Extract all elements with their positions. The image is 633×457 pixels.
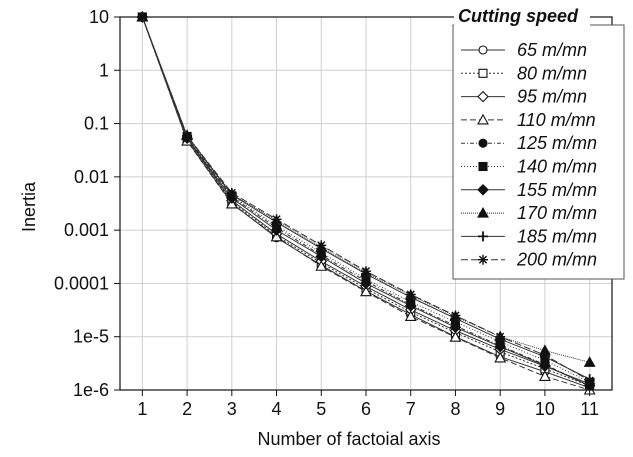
legend-item: 185 m/mn (461, 226, 597, 246)
data-point (315, 250, 328, 263)
legend-items: 65 m/mn 80 m/mn 95 m/mn 110 m/mn 125 m/mn 140… (461, 40, 597, 270)
legend-title: Cutting speed (458, 6, 579, 26)
data-point (270, 230, 283, 242)
x-tick-label: 10 (535, 399, 555, 419)
x-tick-label: 1 (137, 399, 147, 419)
x-tick-label: 4 (272, 399, 282, 419)
data-point (315, 260, 328, 271)
data-point (404, 310, 417, 322)
legend-label: 95 m/mn (517, 87, 587, 107)
legend-label: 80 m/mn (517, 63, 587, 83)
data-point (449, 331, 462, 342)
y-tick-label: 0.01 (74, 167, 109, 187)
x-tick-label: 11 (580, 399, 599, 419)
legend-marker (477, 206, 489, 218)
data-point (495, 331, 506, 342)
legend-item: 110 m/mn (461, 110, 596, 130)
x-tick-label: 7 (406, 399, 416, 419)
data-point (361, 266, 371, 277)
legend-item: 200 m/mn (461, 250, 597, 270)
legend-marker (477, 113, 489, 125)
data-point (538, 370, 551, 381)
series-line (141, 16, 590, 363)
legend-marker (478, 161, 488, 172)
series-110-m-mn (136, 10, 596, 395)
x-tick-label: 8 (450, 399, 460, 419)
y-tick-label: 0.001 (64, 220, 109, 240)
data-point (405, 289, 416, 300)
y-tick-label: 1 (99, 60, 109, 80)
data-point (316, 240, 327, 251)
legend-marker (478, 138, 488, 148)
y-axis: 10 1 0.1 0.01 0.001 0.0001 1e-5 1e-6 (54, 7, 120, 400)
data-point (271, 214, 282, 225)
legend-marker (478, 254, 488, 265)
data-point (539, 350, 550, 361)
legend: Cutting speed 65 m/mn 80 m/mn 95 m/mn 110 m… (452, 6, 625, 280)
x-tick-label: 6 (361, 399, 371, 419)
legend-item: 80 m/mn (461, 63, 587, 83)
legend-marker (478, 231, 488, 242)
legend-marker (477, 90, 489, 103)
y-tick-label: 1e-5 (73, 327, 109, 347)
y-tick-label: 10 (89, 7, 109, 27)
legend-label: 125 m/mn (517, 133, 597, 153)
legend-item: 140 m/mn (461, 157, 597, 177)
legend-marker (477, 184, 489, 196)
legend-label: 155 m/mn (517, 180, 597, 200)
y-tick-label: 0.0001 (54, 273, 109, 293)
legend-item: 125 m/mn (461, 133, 597, 153)
series-line (141, 16, 590, 387)
legend-marker (478, 68, 488, 78)
data-point (360, 277, 372, 290)
data-point (583, 356, 596, 367)
legend-label: 65 m/mn (517, 40, 587, 60)
data-point (450, 310, 461, 321)
legend-item: 95 m/mn (461, 87, 587, 107)
data-point (404, 300, 417, 312)
legend-label: 200 m/mn (516, 250, 597, 270)
x-tick-label: 3 (227, 399, 237, 419)
data-point (226, 187, 237, 198)
y-axis-title: Inertia (19, 181, 39, 232)
legend-label: 185 m/mn (517, 226, 597, 246)
x-axis-title: Number of factoial axis (257, 429, 440, 449)
x-axis: 1 2 3 4 5 6 7 8 9 10 11 (137, 390, 599, 419)
legend-item: 65 m/mn (461, 40, 587, 60)
legend-title-background (454, 6, 590, 28)
legend-item: 155 m/mn (461, 180, 597, 200)
legend-label: 110 m/mn (517, 110, 596, 130)
x-tick-label: 5 (316, 399, 326, 419)
y-tick-label: 0.1 (84, 114, 109, 134)
y-tick-label: 1e-6 (73, 380, 109, 400)
legend-item: 170 m/mn (461, 203, 597, 223)
legend-label: 170 m/mn (517, 203, 597, 223)
data-point (584, 375, 595, 386)
data-point (494, 340, 506, 353)
data-point (270, 224, 283, 236)
legend-marker (478, 45, 488, 55)
series-layer (136, 10, 596, 395)
data-point (539, 359, 551, 372)
legend-label: 140 m/mn (517, 157, 597, 177)
x-tick-label: 9 (495, 399, 505, 419)
data-point (449, 321, 462, 334)
data-point (360, 285, 372, 297)
x-tick-label: 2 (182, 399, 192, 419)
data-point (182, 130, 193, 141)
data-point (494, 351, 507, 363)
series-200-m-mn (137, 12, 595, 386)
